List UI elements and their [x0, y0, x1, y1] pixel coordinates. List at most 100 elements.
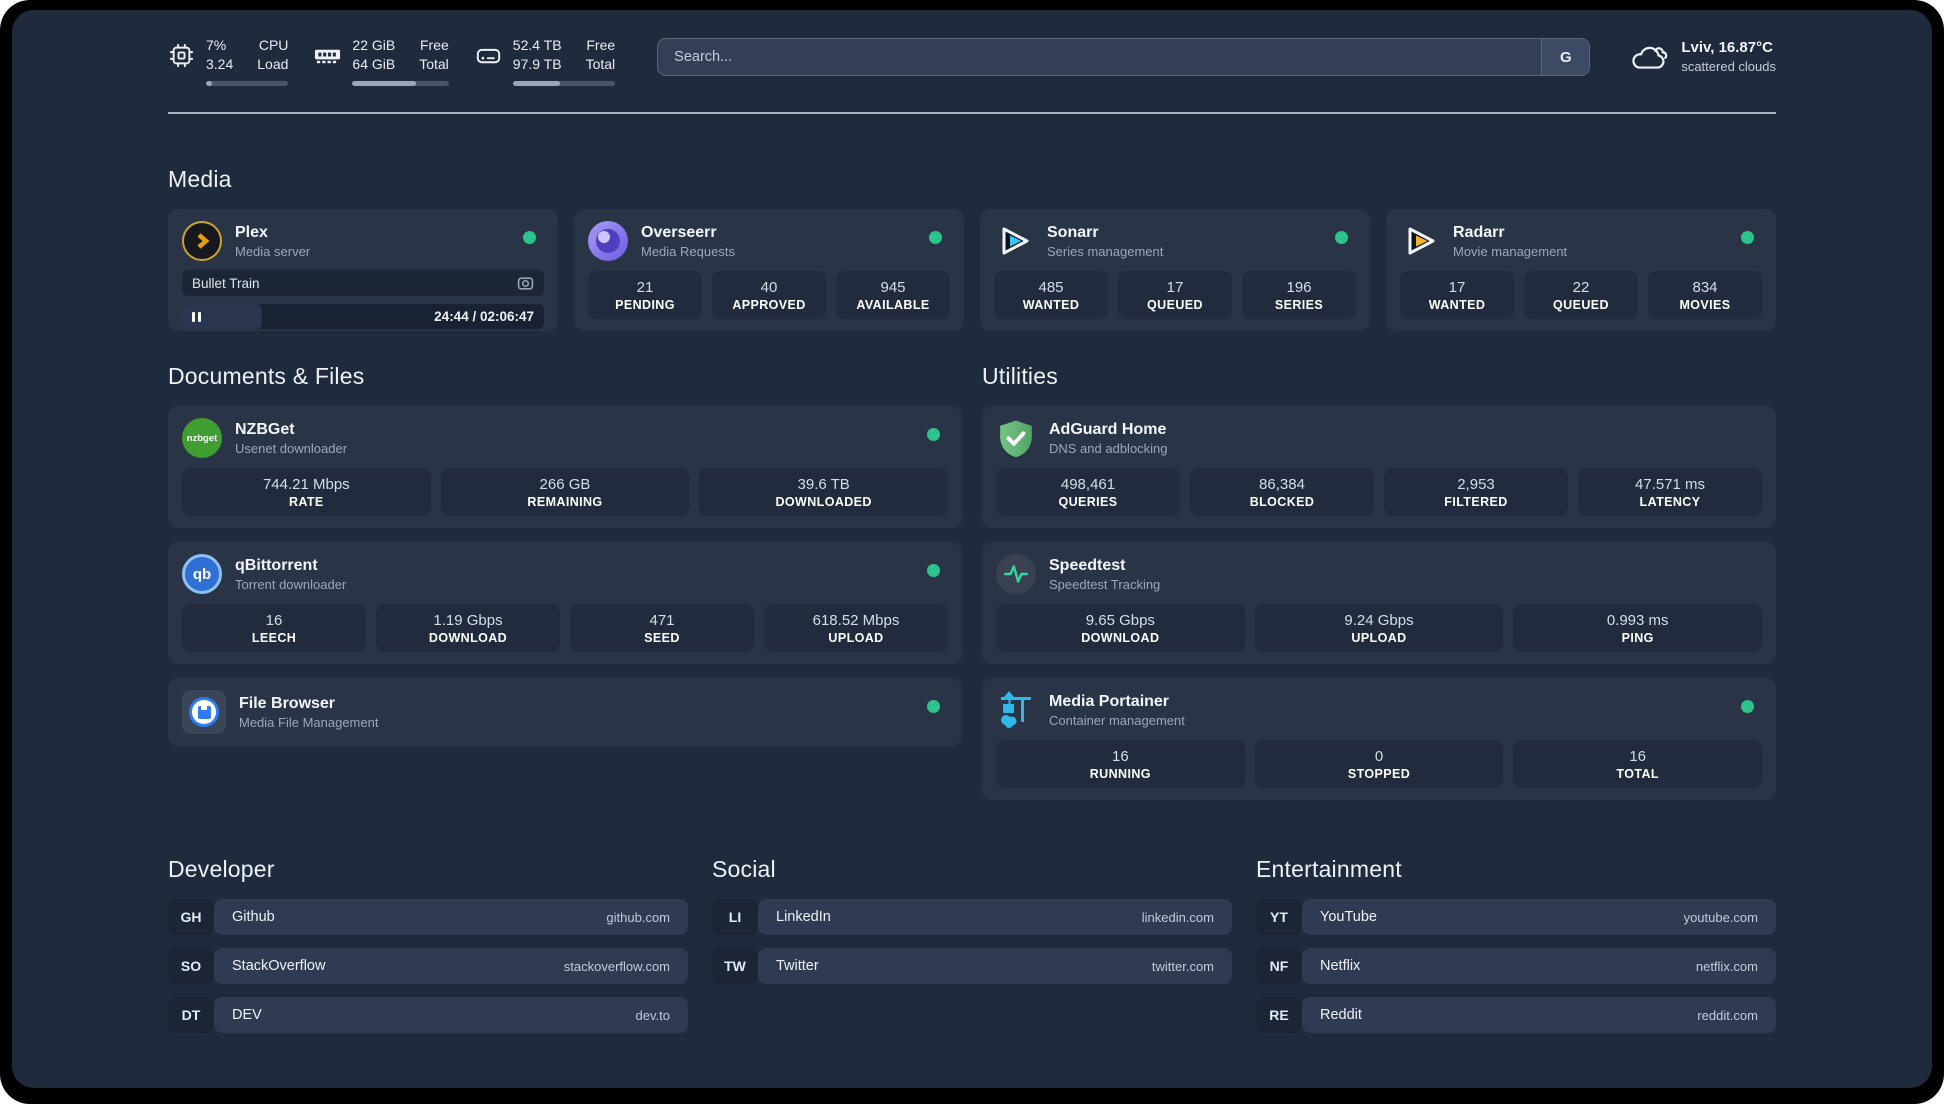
- link-row-dev[interactable]: DT DEV dev.to: [168, 997, 688, 1033]
- cloud-icon: [1632, 46, 1668, 69]
- video-icon: [517, 276, 534, 290]
- stat-box: 40 APPROVED: [712, 271, 826, 319]
- nzbget-icon: nzbget: [182, 418, 222, 458]
- stats-row: 16 RUNNING 0 STOPPED 16 TOTAL: [996, 740, 1762, 788]
- link-url: dev.to: [635, 1007, 670, 1023]
- pause-icon: [198, 311, 201, 322]
- qbittorrent-icon: qb: [182, 554, 222, 594]
- link-body: Netflix netflix.com: [1302, 948, 1776, 984]
- player-progress: 24:44 / 02:06:47: [182, 304, 544, 329]
- app-meta: AdGuard Home DNS and adblocking: [1049, 420, 1168, 457]
- radarr-card[interactable]: Radarr Movie management 17 WANTED 22 QUEUE…: [1386, 209, 1776, 331]
- link-row-github[interactable]: GH Github github.com: [168, 899, 688, 935]
- stats-row: 17 WANTED 22 QUEUED 834 MOVIES: [1400, 271, 1762, 319]
- stat-value: 17: [1448, 278, 1466, 296]
- stat-value: 618.52 Mbps: [812, 611, 900, 629]
- link-abbr: LI: [712, 899, 758, 935]
- filebrowser-card[interactable]: File Browser Media File Management: [168, 678, 962, 746]
- link-row-twitter[interactable]: TW Twitter twitter.com: [712, 948, 1232, 984]
- now-playing-title: Bullet Train: [192, 275, 260, 291]
- now-playing-row: Bullet Train: [182, 270, 544, 296]
- app-subtitle: DNS and adblocking: [1049, 440, 1168, 456]
- stat-label: WANTED: [1022, 297, 1080, 312]
- topbar: 7% 3.24 CPU Load 22 GiB 64 GiB Free Total 52…: [168, 36, 1776, 92]
- search-engine-button[interactable]: G: [1541, 39, 1590, 75]
- stat-box: 498,461 QUERIES: [996, 468, 1180, 516]
- section-title-utilities: Utilities: [982, 363, 1058, 389]
- cpu-progress-bar: [206, 81, 289, 86]
- stats-row: 498,461 QUERIES 86,384 BLOCKED 2,953 FILTER…: [996, 468, 1762, 516]
- overseerr-card[interactable]: Overseerr Media Requests 21 PENDING 40 APP…: [574, 209, 964, 331]
- stat-label: REMAINING: [527, 494, 603, 509]
- stats-row: 744.21 Mbps RATE 266 GB REMAINING 39.6 TB D…: [182, 468, 948, 516]
- stat-value: 266 GB: [539, 475, 591, 493]
- cpu-progress-fill: [206, 81, 212, 86]
- stat-label: MOVIES: [1679, 297, 1731, 312]
- developer-column: Developer GH Github github.com SO StackOv…: [168, 856, 688, 1033]
- link-row-stackoverflow[interactable]: SO StackOverflow stackoverflow.com: [168, 948, 688, 984]
- link-row-reddit[interactable]: RE Reddit reddit.com: [1256, 997, 1776, 1033]
- stat-box: 945 AVAILABLE: [836, 271, 950, 319]
- app-subtitle: Series management: [1047, 243, 1164, 259]
- stat-label: APPROVED: [732, 297, 806, 312]
- ram-label-1: Free: [420, 37, 449, 53]
- app-header: File Browser Media File Management: [182, 690, 948, 734]
- cpu-stat-text: 7% 3.24 CPU Load: [206, 36, 289, 86]
- cpu-label-2: Load: [257, 56, 289, 72]
- pause-button[interactable]: [182, 304, 262, 329]
- app-subtitle: Container management: [1049, 712, 1185, 728]
- speedtest-card[interactable]: Speedtest Speedtest Tracking 9.65 Gbps DO…: [982, 542, 1776, 664]
- link-name: StackOverflow: [232, 958, 326, 974]
- portainer-card[interactable]: Media Portainer Container management 16 R…: [982, 678, 1776, 800]
- app-subtitle: Movie management: [1453, 243, 1568, 259]
- stat-label: LATENCY: [1639, 494, 1701, 509]
- adguard-icon: [996, 418, 1036, 458]
- plex-card[interactable]: Plex Media server Bullet Train 24:44 / 0…: [168, 209, 558, 331]
- section-title-entertainment: Entertainment: [1256, 856, 1402, 882]
- app-title: Speedtest: [1049, 556, 1126, 574]
- link-url: twitter.com: [1151, 958, 1214, 974]
- stat-label: LEECH: [251, 630, 297, 645]
- link-body: StackOverflow stackoverflow.com: [214, 948, 688, 984]
- qbittorrent-card[interactable]: qb qBittorrent Torrent downloader 16 LEEC…: [168, 542, 962, 664]
- link-row-youtube[interactable]: YT YouTube youtube.com: [1256, 899, 1776, 935]
- section-title-documents: Documents & Files: [168, 363, 365, 389]
- ram-progress-fill: [352, 81, 417, 86]
- status-dot: [927, 428, 940, 441]
- link-name: Reddit: [1320, 1007, 1362, 1023]
- weather-text: Lviv, 16.87°C scattered clouds: [1681, 38, 1776, 76]
- app-meta: Overseerr Media Requests: [641, 223, 735, 260]
- app-meta: File Browser Media File Management: [239, 694, 378, 731]
- app-subtitle: Media Requests: [641, 243, 735, 259]
- app-title: File Browser: [239, 694, 336, 712]
- cpu-values: 7% 3.24: [206, 36, 233, 74]
- player-time: 24:44 / 02:06:47: [434, 309, 534, 324]
- topbar-divider: [168, 112, 1776, 114]
- ram-total: 64 GiB: [352, 56, 396, 72]
- stat-value: 196: [1286, 278, 1312, 296]
- stat-box: 744.21 Mbps RATE: [182, 468, 431, 516]
- stat-value: 945: [880, 278, 906, 296]
- link-row-netflix[interactable]: NF Netflix netflix.com: [1256, 948, 1776, 984]
- search-input[interactable]: [658, 39, 1542, 75]
- sonarr-card[interactable]: Sonarr Series management 485 WANTED 17 QUE…: [980, 209, 1370, 331]
- link-body: Github github.com: [214, 899, 688, 935]
- weather-location: Lviv, 16.87°C: [1681, 39, 1773, 56]
- stat-label: RATE: [288, 494, 324, 509]
- pause-icon: [192, 311, 195, 322]
- app-meta: NZBGet Usenet downloader: [235, 420, 347, 457]
- disk-label-1: Free: [586, 37, 616, 53]
- stat-box: 86,384 BLOCKED: [1190, 468, 1374, 516]
- stat-value: 0: [1374, 747, 1384, 765]
- stat-value: 498,461: [1060, 475, 1116, 493]
- nzbget-card[interactable]: nzbget NZBGet Usenet downloader 744.21 M…: [168, 406, 962, 528]
- adguard-card[interactable]: AdGuard Home DNS and adblocking 498,461 Q…: [982, 406, 1776, 528]
- ram-icon: [315, 49, 341, 64]
- ram-stat-text: 22 GiB 64 GiB Free Total: [352, 36, 449, 86]
- stat-label: DOWNLOAD: [1081, 630, 1160, 645]
- link-row-linkedin[interactable]: LI LinkedIn linkedin.com: [712, 899, 1232, 935]
- ram-free: 22 GiB: [352, 37, 396, 53]
- link-abbr: TW: [712, 948, 758, 984]
- stat-value: 40: [760, 278, 778, 296]
- stat-value: 22: [1572, 278, 1590, 296]
